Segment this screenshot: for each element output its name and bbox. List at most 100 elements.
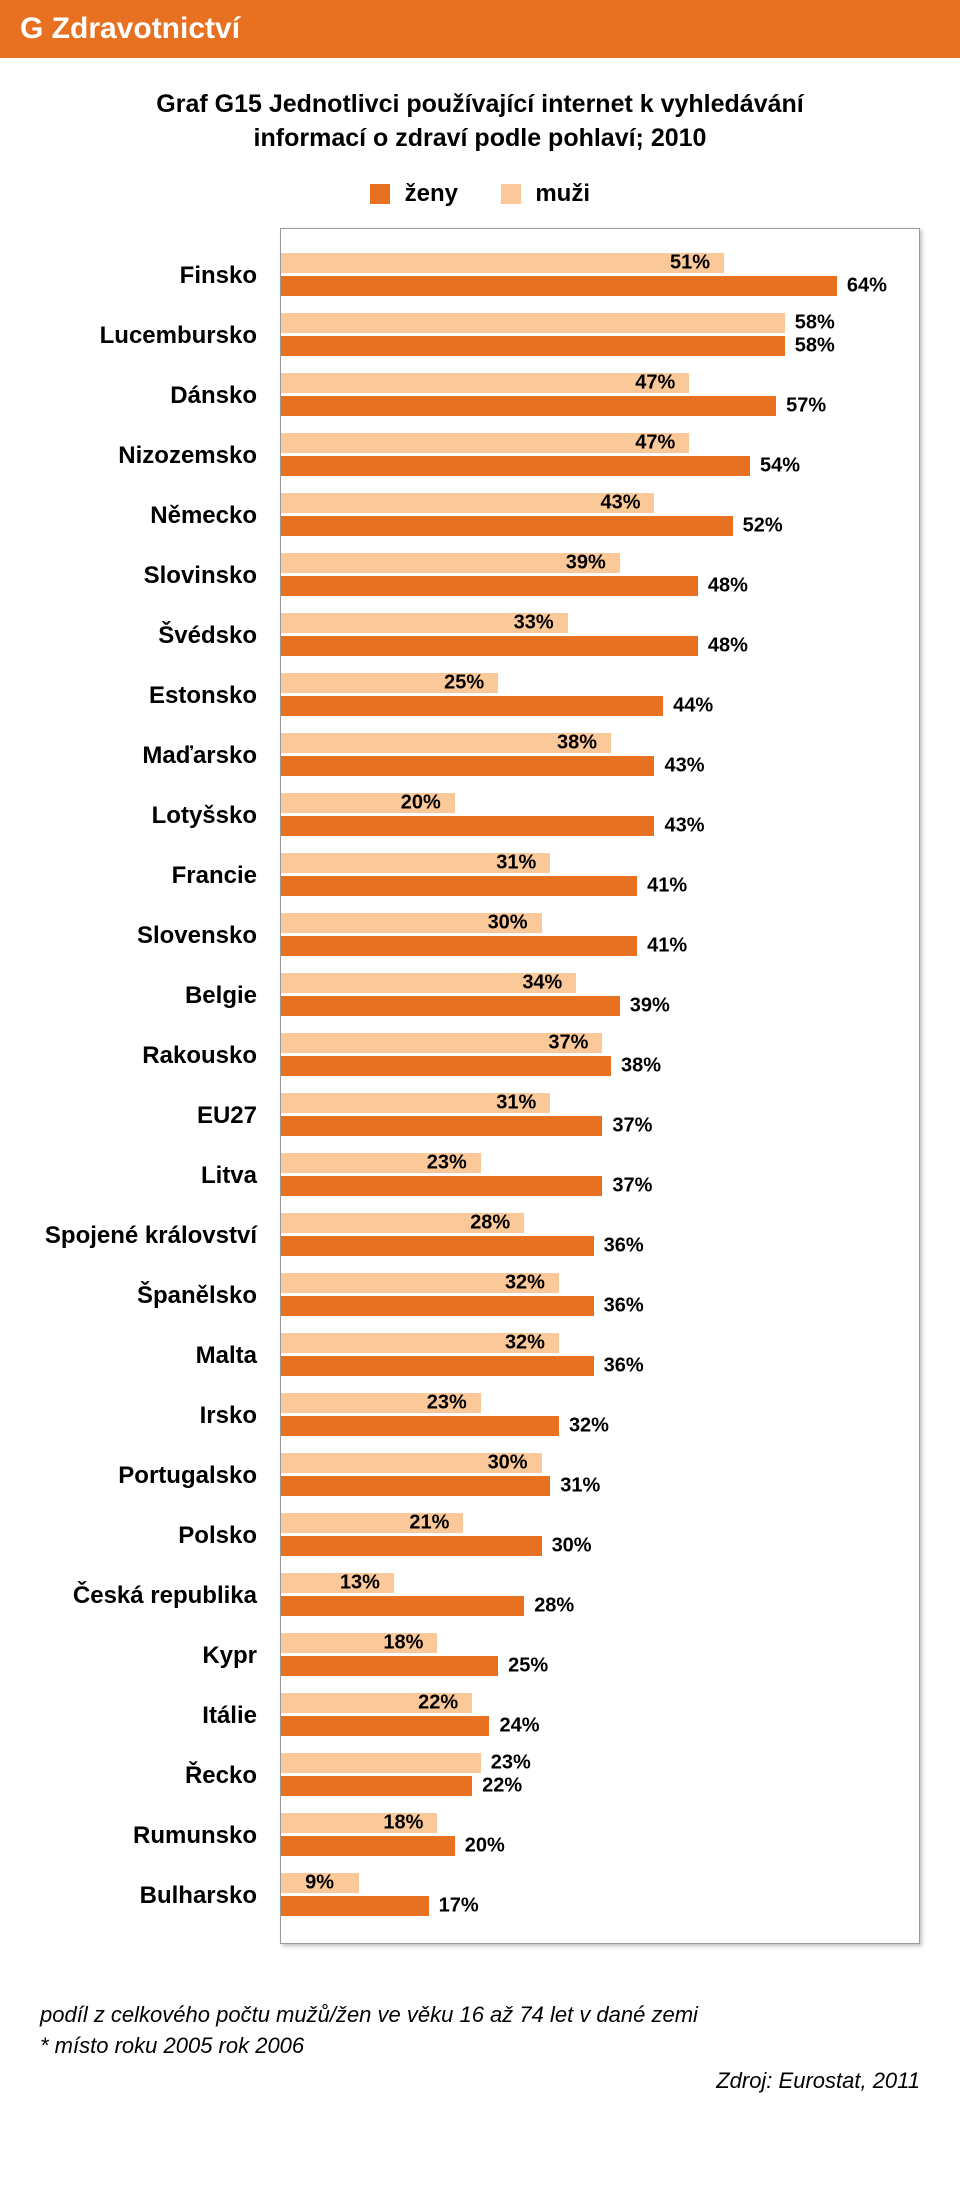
bar-women <box>281 396 776 416</box>
chart-row: Česká republika13%28% <box>281 1573 889 1619</box>
row-bars: 31%41% <box>281 853 889 899</box>
value-women: 37% <box>612 1115 652 1138</box>
value-men: 13% <box>340 1572 380 1595</box>
footnote-line-1: podíl z celkového počtu mužů/žen ve věku… <box>40 2000 920 2031</box>
bar-men <box>281 1753 481 1773</box>
value-men: 38% <box>557 732 597 755</box>
chart-row: EU2731%37% <box>281 1093 889 1139</box>
chart-row: Lotyšsko20%43% <box>281 793 889 839</box>
value-women: 64% <box>847 275 887 298</box>
bar-women <box>281 456 750 476</box>
bar-women <box>281 336 785 356</box>
bar-men <box>281 373 689 393</box>
chart-row: Dánsko47%57% <box>281 373 889 419</box>
row-label: Švédsko <box>17 622 257 650</box>
chart-row: Bulharsko9%17% <box>281 1873 889 1919</box>
row-label: Nizozemsko <box>17 442 257 470</box>
row-bars: 22%24% <box>281 1693 889 1739</box>
value-men: 30% <box>488 1452 528 1475</box>
value-women: 36% <box>604 1355 644 1378</box>
value-women: 54% <box>760 455 800 478</box>
chart-row: Rumunsko18%20% <box>281 1813 889 1859</box>
row-label: Litva <box>17 1162 257 1190</box>
value-women: 52% <box>743 515 783 538</box>
value-women: 43% <box>664 815 704 838</box>
row-label: Česká republika <box>17 1582 257 1610</box>
bar-women <box>281 1656 498 1676</box>
value-women: 37% <box>612 1175 652 1198</box>
bar-women <box>281 1296 594 1316</box>
value-men: 28% <box>470 1212 510 1235</box>
legend-swatch-women <box>370 184 390 204</box>
chart-row: Litva23%37% <box>281 1153 889 1199</box>
chart-row: Belgie34%39% <box>281 973 889 1019</box>
value-women: 43% <box>664 755 704 778</box>
chart-row: Rakousko37%38% <box>281 1033 889 1079</box>
value-men: 9% <box>305 1872 334 1895</box>
value-men: 31% <box>496 852 536 875</box>
row-bars: 23% 37% <box>281 1153 889 1199</box>
row-bars: 30%41% <box>281 913 889 959</box>
row-bars: 31%37% <box>281 1093 889 1139</box>
chart-row: Portugalsko30%31% <box>281 1453 889 1499</box>
chart-row: Irsko23%32% <box>281 1393 889 1439</box>
row-bars: 23%22% <box>281 1753 889 1799</box>
bar-men <box>281 313 785 333</box>
value-women: 32% <box>569 1415 609 1438</box>
row-bars: 20%43% <box>281 793 889 839</box>
value-men: 23% <box>427 1152 467 1175</box>
footnote: podíl z celkového počtu mužů/žen ve věku… <box>40 2000 920 2062</box>
legend-label-men: muži <box>535 180 590 208</box>
row-bars: 30%31% <box>281 1453 889 1499</box>
chart-row: Spojené království28%36% <box>281 1213 889 1259</box>
row-label: Polsko <box>17 1522 257 1550</box>
row-bars: 58%58% <box>281 313 889 359</box>
bar-women <box>281 1596 524 1616</box>
bar-women <box>281 1416 559 1436</box>
row-bars: 38% 43% <box>281 733 889 779</box>
value-women: 22% <box>482 1775 522 1798</box>
row-label: Rakousko <box>17 1042 257 1070</box>
value-women: 36% <box>604 1235 644 1258</box>
row-bars: 39%48% <box>281 553 889 599</box>
value-men: 33% <box>514 612 554 635</box>
bar-women <box>281 1056 611 1076</box>
value-men: 23% <box>491 1752 531 1775</box>
value-men: 22% <box>418 1692 458 1715</box>
value-men: 25% <box>444 672 484 695</box>
value-men: 37% <box>548 1032 588 1055</box>
value-women: 44% <box>673 695 713 718</box>
row-label: Spojené království <box>17 1222 257 1250</box>
page: G Zdravotnictví Graf G15 Jednotlivci pou… <box>0 0 960 2134</box>
value-men: 23% <box>427 1392 467 1415</box>
bar-men <box>281 253 724 273</box>
bar-women <box>281 1836 455 1856</box>
row-bars: 33%48% <box>281 613 889 659</box>
row-bars: 18%20% <box>281 1813 889 1859</box>
chart-row: Slovensko30%41% <box>281 913 889 959</box>
value-women: 30% <box>552 1535 592 1558</box>
bar-men <box>281 493 654 513</box>
chart-row: Polsko21%30% <box>281 1513 889 1559</box>
value-men: 58% <box>795 312 835 335</box>
value-men: 32% <box>505 1332 545 1355</box>
row-bars: 32%36% <box>281 1273 889 1319</box>
value-men: 43% <box>600 492 640 515</box>
bar-women <box>281 276 837 296</box>
chart-row: Francie31%41% <box>281 853 889 899</box>
row-bars: 21%30% <box>281 1513 889 1559</box>
bar-women <box>281 696 663 716</box>
chart-row: Slovinsko39%48% <box>281 553 889 599</box>
value-men: 18% <box>383 1632 423 1655</box>
value-women: 58% <box>795 335 835 358</box>
row-label: Slovensko <box>17 922 257 950</box>
row-label: Lotyšsko <box>17 802 257 830</box>
value-men: 30% <box>488 912 528 935</box>
value-women: 17% <box>439 1895 479 1918</box>
chart-title: Graf G15 Jednotlivci používající interne… <box>100 88 860 156</box>
value-women: 57% <box>786 395 826 418</box>
row-label: Finsko <box>17 262 257 290</box>
bar-women <box>281 1116 602 1136</box>
row-label: Rumunsko <box>17 1822 257 1850</box>
legend-swatch-men <box>501 184 521 204</box>
